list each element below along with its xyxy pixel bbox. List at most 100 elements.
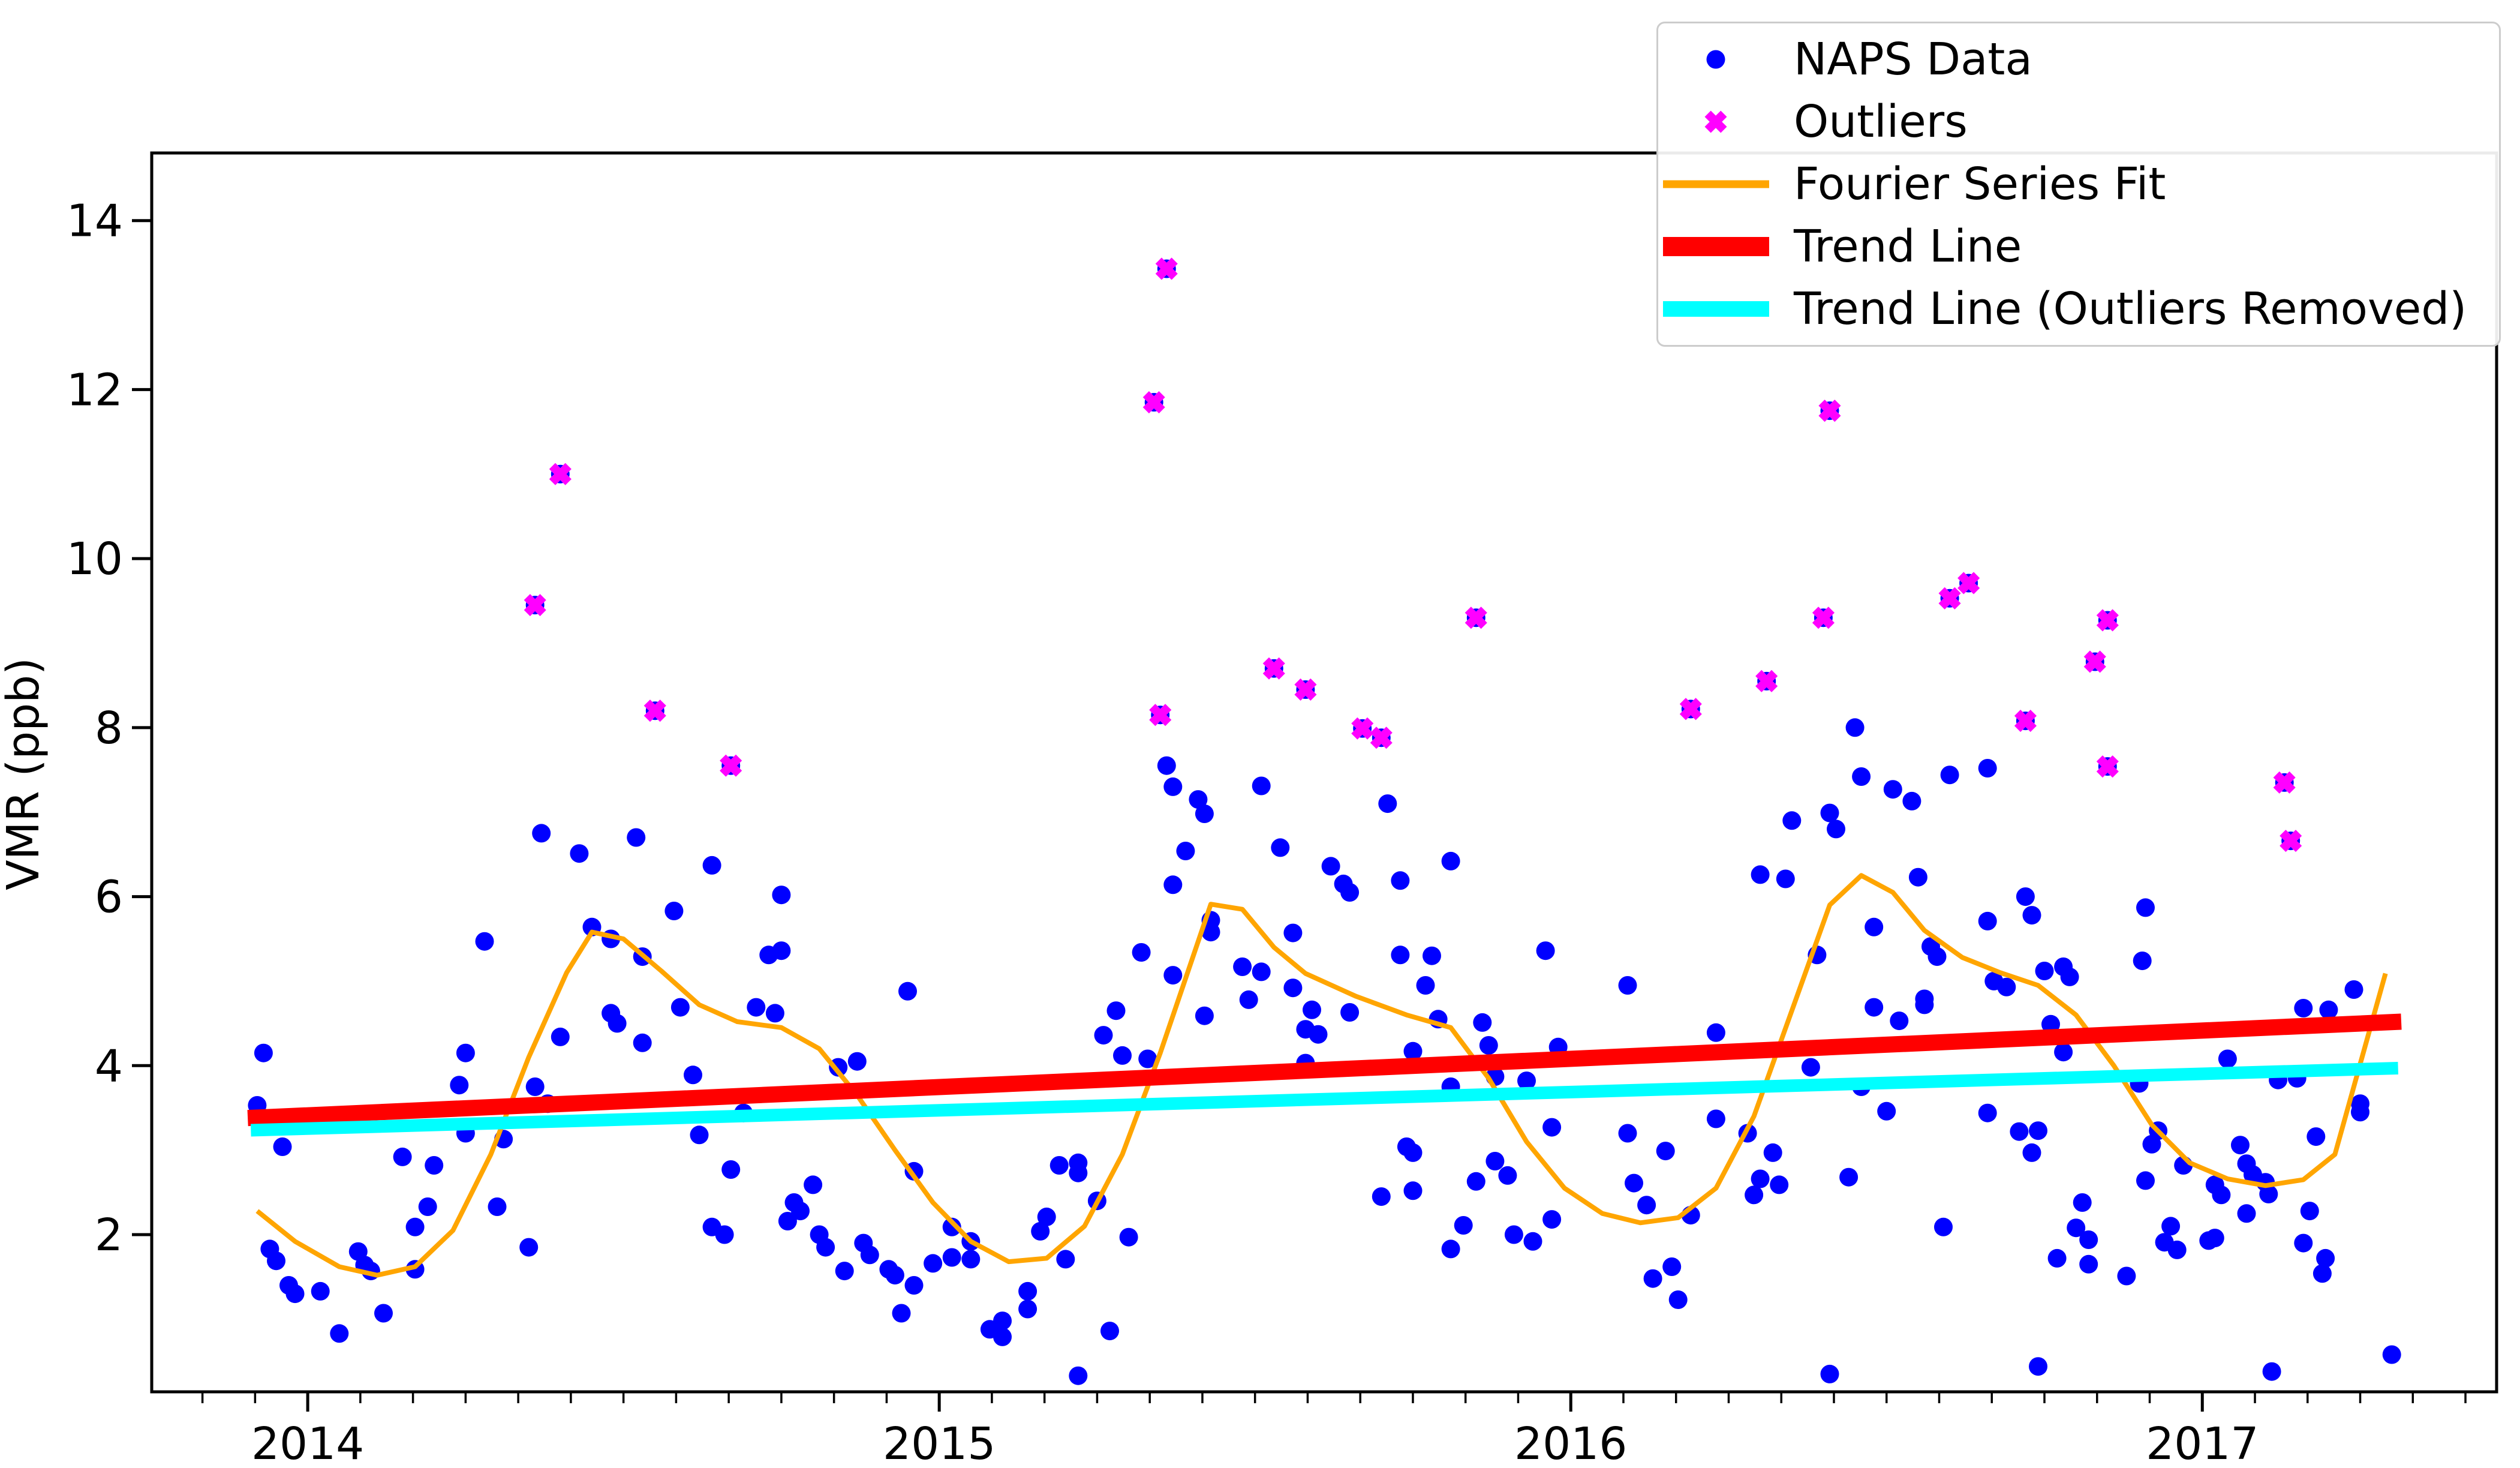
data-point (1934, 1217, 1953, 1236)
data-point (1195, 804, 1214, 823)
data-point (1618, 1124, 1637, 1143)
y-tick-label: 4 (95, 1040, 123, 1092)
data-point (1827, 819, 1845, 839)
data-point (1138, 1049, 1157, 1068)
y-tick-label: 14 (67, 196, 123, 247)
data-point (721, 1160, 741, 1179)
data-point (702, 855, 721, 875)
data-point (1839, 1167, 1859, 1187)
data-point (1845, 718, 1865, 737)
data-point (1618, 976, 1637, 995)
legend-item-outliers: Outliers (1658, 91, 2499, 153)
data-point (1309, 1025, 1328, 1044)
data-point (1852, 767, 1871, 786)
outlier-x-marker (1812, 607, 1835, 629)
data-point (1271, 838, 1290, 857)
data-point (285, 1284, 305, 1304)
data-point (418, 1197, 437, 1216)
data-point (2067, 1218, 2086, 1238)
data-point (393, 1147, 412, 1166)
outliers-marker-icon (1704, 110, 1727, 133)
data-point (1877, 1101, 1896, 1121)
data-point (267, 1251, 285, 1271)
data-point (885, 1266, 904, 1285)
data-point (1416, 976, 1435, 995)
data-point (1517, 1071, 1536, 1091)
data-point (1303, 1000, 1321, 1019)
data-point (1820, 1364, 1839, 1383)
data-point (1479, 1036, 1498, 1055)
data-point (684, 1065, 702, 1085)
data-point (747, 998, 766, 1017)
data-point (2054, 1043, 2073, 1062)
data-point (942, 1248, 961, 1267)
data-point (1176, 842, 1195, 860)
data-point (2029, 1121, 2047, 1140)
data-point (1485, 1152, 1505, 1170)
data-point (772, 885, 791, 905)
data-point (1163, 777, 1183, 796)
data-point (2035, 962, 2054, 980)
data-point (664, 902, 684, 920)
outlier-x-marker (1370, 727, 1393, 749)
data-point (1233, 957, 1252, 976)
data-point (835, 1262, 854, 1281)
data-point (1157, 756, 1176, 775)
data-point (1283, 978, 1303, 998)
data-point (1625, 1173, 1643, 1193)
data-point (2382, 1345, 2401, 1364)
data-point (1441, 1239, 1460, 1259)
line-path (250, 1062, 2399, 1137)
data-point (1018, 1299, 1038, 1319)
data-point (1113, 1046, 1132, 1065)
legend-item-trend-line: Trend Line (1658, 215, 2499, 278)
data-point (715, 1225, 734, 1244)
data-point (1163, 966, 1183, 985)
data-point (1504, 1225, 1523, 1244)
outlier-x-marker (2096, 609, 2119, 632)
outlier-x-marker (1679, 698, 1702, 721)
data-point (1820, 803, 1839, 822)
outlier-x-marker (720, 754, 742, 777)
outlier-x-marker (2096, 755, 2119, 778)
data-point (2117, 1266, 2136, 1286)
data-point (1745, 1185, 1764, 1205)
outlier-x-marker (524, 594, 546, 617)
outlier-x-marker (1957, 572, 1980, 595)
data-point (961, 1250, 981, 1269)
data-point (1378, 794, 1397, 813)
axes-frame (150, 151, 2498, 1394)
data-point (1069, 1366, 1088, 1385)
data-point (551, 1027, 570, 1046)
data-point (488, 1197, 507, 1216)
data-point (1094, 1026, 1113, 1045)
data-point (2344, 980, 2363, 999)
data-point (1668, 1290, 1688, 1309)
trend-line-icon (1663, 237, 1769, 256)
data-point (1770, 1175, 1789, 1194)
data-point (2022, 906, 2041, 925)
data-point (1391, 871, 1410, 890)
data-point (1751, 865, 1770, 884)
data-point (2022, 1143, 2041, 1162)
legend-label: NAPS Data (1794, 34, 2032, 85)
data-point (1050, 1156, 1069, 1175)
data-point (847, 1052, 867, 1071)
data-point (1536, 941, 1555, 960)
data-point (1763, 1143, 1782, 1162)
data-point (1706, 1109, 1725, 1128)
data-point (633, 1033, 652, 1052)
data-point (1782, 811, 1802, 830)
data-point (1201, 923, 1220, 942)
data-point (1978, 911, 1997, 930)
data-point (532, 824, 551, 843)
fourier-line-icon (1663, 180, 1769, 188)
outlier-x-marker (1294, 678, 1317, 701)
x-tick-label: 2016 (1514, 1418, 1627, 1468)
data-point (1195, 1006, 1214, 1025)
data-point (2259, 1184, 2278, 1203)
data-point (1340, 883, 1360, 902)
data-point (1031, 1221, 1050, 1241)
data-point (993, 1327, 1012, 1346)
